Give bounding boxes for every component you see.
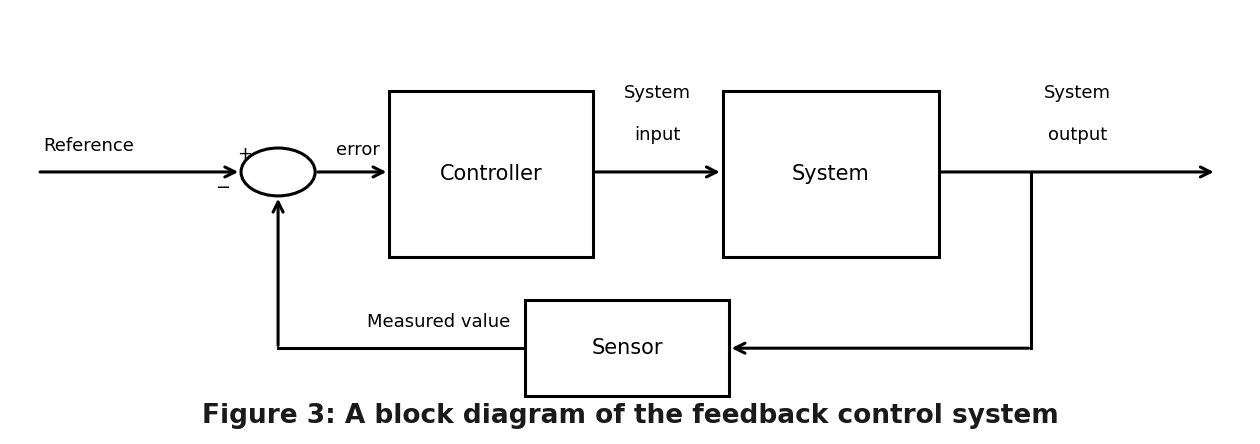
Text: System: System xyxy=(791,164,869,184)
Text: Controller: Controller xyxy=(440,164,542,184)
Text: output: output xyxy=(1048,126,1108,144)
Text: Reference: Reference xyxy=(43,137,135,155)
Text: Figure 3: A block diagram of the feedback control system: Figure 3: A block diagram of the feedbac… xyxy=(202,403,1058,429)
Text: +: + xyxy=(237,145,252,163)
Text: error: error xyxy=(336,141,381,159)
Bar xyxy=(389,91,593,257)
Text: System: System xyxy=(1045,84,1111,103)
Bar xyxy=(723,91,939,257)
Text: input: input xyxy=(635,126,680,144)
Text: System: System xyxy=(624,84,692,103)
Text: Measured value: Measured value xyxy=(367,313,510,331)
Text: Sensor: Sensor xyxy=(591,338,663,358)
Bar xyxy=(525,300,728,396)
Ellipse shape xyxy=(241,148,315,196)
Text: −: − xyxy=(215,178,231,197)
